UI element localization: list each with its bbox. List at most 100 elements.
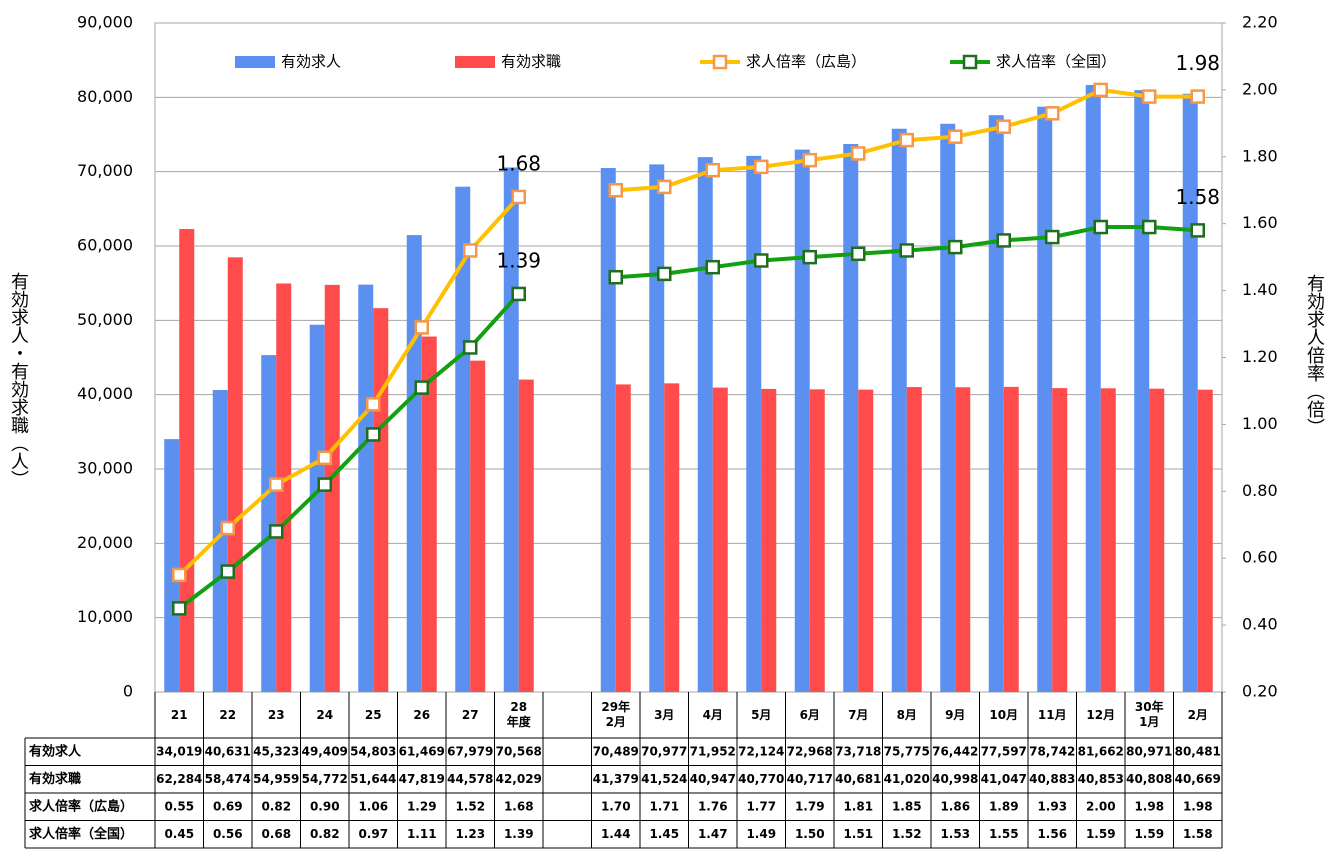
marker (948, 239, 963, 255)
marker (172, 601, 187, 616)
table-cell: 0.45 (164, 827, 194, 841)
bar (373, 308, 389, 692)
legend-swatch (962, 54, 978, 70)
table-cell: 71,952 (690, 744, 736, 758)
bar (809, 389, 825, 692)
table-cell: 1.50 (795, 827, 825, 841)
marker (1142, 219, 1157, 235)
table-row-label: 有効求職 (29, 771, 81, 787)
table-cell: 40,669 (1175, 772, 1221, 786)
marker (1190, 223, 1205, 238)
legend-label: 有効求人 (281, 53, 341, 71)
bar (470, 360, 486, 692)
table-cell: 1.51 (843, 827, 873, 841)
bar (1182, 93, 1198, 693)
table-row-label: 有効求人 (29, 743, 82, 759)
table-cell: 72,124 (738, 744, 784, 758)
table-cell: 70,977 (641, 744, 687, 758)
x-tick-label: 30年 1月 (1134, 700, 1164, 729)
marker (366, 397, 381, 412)
bar (906, 387, 922, 692)
table-cell: 42,029 (496, 772, 542, 786)
table-cell: 61,469 (399, 744, 445, 758)
marker (657, 179, 672, 195)
bar (1149, 388, 1165, 692)
table-cell: 1.47 (698, 827, 728, 841)
table-cell: 1.93 (1037, 799, 1067, 813)
y-axis-title: 有効求人・有効求職（人） (8, 272, 29, 488)
table-cell: 41,020 (884, 772, 930, 786)
bar (1134, 90, 1150, 692)
table-cell: 1.89 (989, 799, 1019, 813)
marker (269, 524, 284, 539)
data-label: 1.58 (1175, 185, 1220, 209)
table-cell: 0.82 (310, 827, 340, 841)
bar (1100, 388, 1116, 692)
y2-tick-label: 1.00 (1242, 414, 1278, 433)
table-cell: 0.97 (358, 827, 388, 841)
y2-tick-label: 2.00 (1242, 79, 1278, 98)
bar (697, 157, 713, 692)
marker (996, 233, 1011, 248)
y2-tick-label: 1.80 (1242, 146, 1278, 165)
table-cell: 67,979 (447, 744, 493, 758)
table-cell: 1.68 (504, 799, 534, 813)
table-cell: 1.71 (649, 799, 679, 813)
table-cell: 72,968 (787, 744, 833, 758)
table-cell: 1.70 (601, 799, 631, 813)
x-tick-label: 29年 2月 (601, 700, 631, 729)
table-cell: 78,742 (1029, 744, 1075, 758)
table-cell: 1.23 (455, 827, 485, 841)
x-tick-label: 11月 (1037, 707, 1067, 722)
legend-label: 求人倍率（全国） (996, 53, 1116, 71)
marker (463, 340, 478, 355)
table-cell: 1.86 (940, 799, 970, 813)
legend-swatch (712, 54, 728, 70)
x-tick-label: 28 年度 (506, 700, 531, 729)
marker (317, 477, 332, 492)
bar (1003, 386, 1019, 692)
marker (511, 189, 526, 205)
bar (309, 324, 325, 692)
table-cell: 40,853 (1078, 772, 1124, 786)
table-row-label: 求人倍率（全国） (29, 826, 133, 842)
table-cell: 0.55 (164, 799, 194, 813)
marker (366, 427, 381, 442)
bar (891, 128, 907, 693)
y-tick-label: 90,000 (77, 13, 133, 32)
table-cell: 1.53 (940, 827, 970, 841)
legend-swatch (455, 56, 495, 68)
y-tick-label: 10,000 (77, 607, 133, 626)
table-cell: 1.52 (455, 799, 485, 813)
marker (948, 129, 963, 144)
x-tick-label: 24 (316, 707, 334, 722)
bar (794, 149, 810, 692)
marker (463, 243, 478, 258)
marker (899, 243, 914, 258)
y-tick-label: 0 (123, 682, 133, 701)
marker (414, 320, 429, 335)
table-cell: 44,578 (447, 772, 493, 786)
table-cell: 54,772 (302, 772, 348, 786)
table-cell: 1.39 (504, 827, 534, 841)
table-cell: 58,474 (205, 772, 251, 786)
legend-label: 求人倍率（広島） (746, 53, 866, 71)
table-cell: 40,717 (787, 772, 833, 786)
table-cell: 0.68 (261, 827, 291, 841)
legend-swatch (235, 56, 275, 68)
table-cell: 40,998 (932, 772, 978, 786)
table-cell: 1.44 (601, 827, 631, 841)
marker (1045, 106, 1060, 121)
y-tick-label: 70,000 (77, 161, 133, 180)
marker (899, 132, 914, 148)
legend-label: 有効求職 (501, 53, 561, 71)
bar (276, 283, 292, 692)
data-label: 1.68 (496, 151, 541, 175)
table-cell: 0.82 (261, 799, 291, 813)
y-tick-label: 60,000 (77, 236, 133, 255)
marker (851, 246, 866, 262)
table-cell: 41,047 (981, 772, 1027, 786)
marker (705, 162, 720, 178)
table-cell: 62,284 (156, 772, 202, 786)
